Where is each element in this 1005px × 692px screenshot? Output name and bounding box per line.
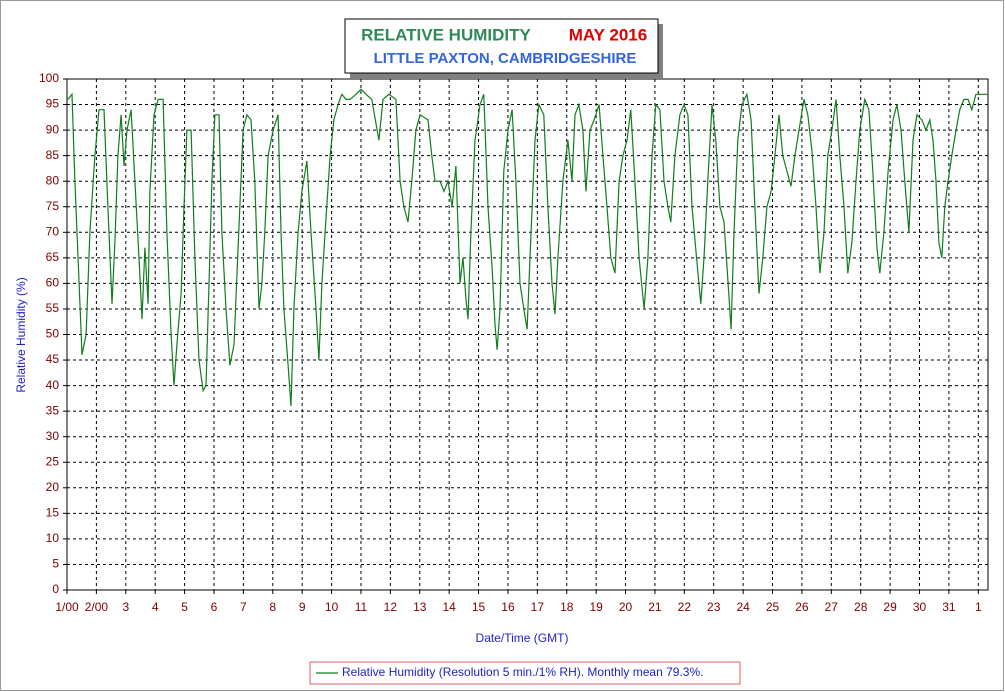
x-tick-label: 4 — [152, 600, 159, 614]
x-tick-label: 3 — [122, 600, 129, 614]
x-tick-label: 1/00 — [55, 600, 79, 614]
data-line — [67, 88, 988, 407]
x-tick-label: 15 — [472, 600, 486, 614]
legend-label: Relative Humidity (Resolution 5 min./1% … — [342, 665, 703, 679]
chart-title-date: MAY 2016 — [569, 25, 647, 44]
y-tick-label: 80 — [46, 173, 60, 187]
y-tick-label: 90 — [46, 122, 60, 136]
x-tick-label: 14 — [442, 600, 456, 614]
x-tick-label: 17 — [531, 600, 545, 614]
x-tick-label: 23 — [707, 600, 721, 614]
x-tick-label: 18 — [560, 600, 574, 614]
x-tick-label: 19 — [589, 600, 603, 614]
x-tick-label: 2/00 — [85, 600, 109, 614]
y-tick-label: 85 — [46, 148, 60, 162]
x-tick-label: 20 — [619, 600, 633, 614]
title-box — [344, 18, 659, 74]
x-tick-label: 29 — [883, 600, 897, 614]
y-axis-label: Relative Humidity (%) — [14, 277, 28, 392]
x-tick-label: 8 — [269, 600, 276, 614]
x-tick-label: 27 — [825, 600, 839, 614]
y-tick-label: 0 — [52, 582, 59, 596]
x-tick-label: 9 — [299, 600, 306, 614]
y-tick-label: 70 — [46, 224, 60, 238]
y-tick-label: 55 — [46, 301, 60, 315]
x-tick-label: 28 — [854, 600, 868, 614]
x-tick-label: 30 — [913, 600, 927, 614]
y-tick-label: 40 — [46, 378, 60, 392]
chart-title: RELATIVE HUMIDITY — [361, 25, 531, 44]
x-tick-label: 5 — [181, 600, 188, 614]
x-tick-label: 24 — [736, 600, 750, 614]
y-tick-label: 35 — [46, 403, 60, 417]
x-tick-label: 31 — [942, 600, 956, 614]
y-tick-label: 60 — [46, 276, 60, 290]
y-tick-label: 100 — [39, 71, 59, 85]
y-tick-label: 75 — [46, 199, 60, 213]
x-tick-label: 12 — [384, 600, 398, 614]
x-tick-label: 26 — [795, 600, 809, 614]
y-tick-label: 25 — [46, 454, 60, 468]
x-tick-label: 25 — [766, 600, 780, 614]
plot-frame — [66, 78, 989, 591]
x-tick-label: 6 — [211, 600, 218, 614]
x-tick-label: 13 — [413, 600, 427, 614]
x-axis-label: Date/Time (GMT) — [476, 631, 569, 645]
x-tick-label: 22 — [678, 600, 692, 614]
y-tick-label: 95 — [46, 97, 60, 111]
x-tick-label: 10 — [325, 600, 339, 614]
y-tick-label: 65 — [46, 250, 60, 264]
chart-subtitle: LITTLE PAXTON, CAMBRIDGESHIRE — [374, 50, 637, 67]
legend-box — [309, 661, 741, 685]
x-tick-label: 7 — [240, 600, 247, 614]
x-tick-label: 1 — [975, 600, 982, 614]
y-tick-label: 50 — [46, 327, 60, 341]
y-tick-label: 30 — [46, 429, 60, 443]
y-tick-label: 10 — [46, 531, 60, 545]
x-tick-label: 11 — [355, 600, 368, 614]
y-tick-label: 20 — [46, 480, 60, 494]
y-tick-label: 5 — [52, 557, 59, 571]
x-tick-label: 21 — [648, 600, 662, 614]
y-tick-label: 15 — [46, 506, 60, 520]
x-tick-label: 16 — [501, 600, 515, 614]
y-tick-label: 45 — [46, 352, 60, 366]
